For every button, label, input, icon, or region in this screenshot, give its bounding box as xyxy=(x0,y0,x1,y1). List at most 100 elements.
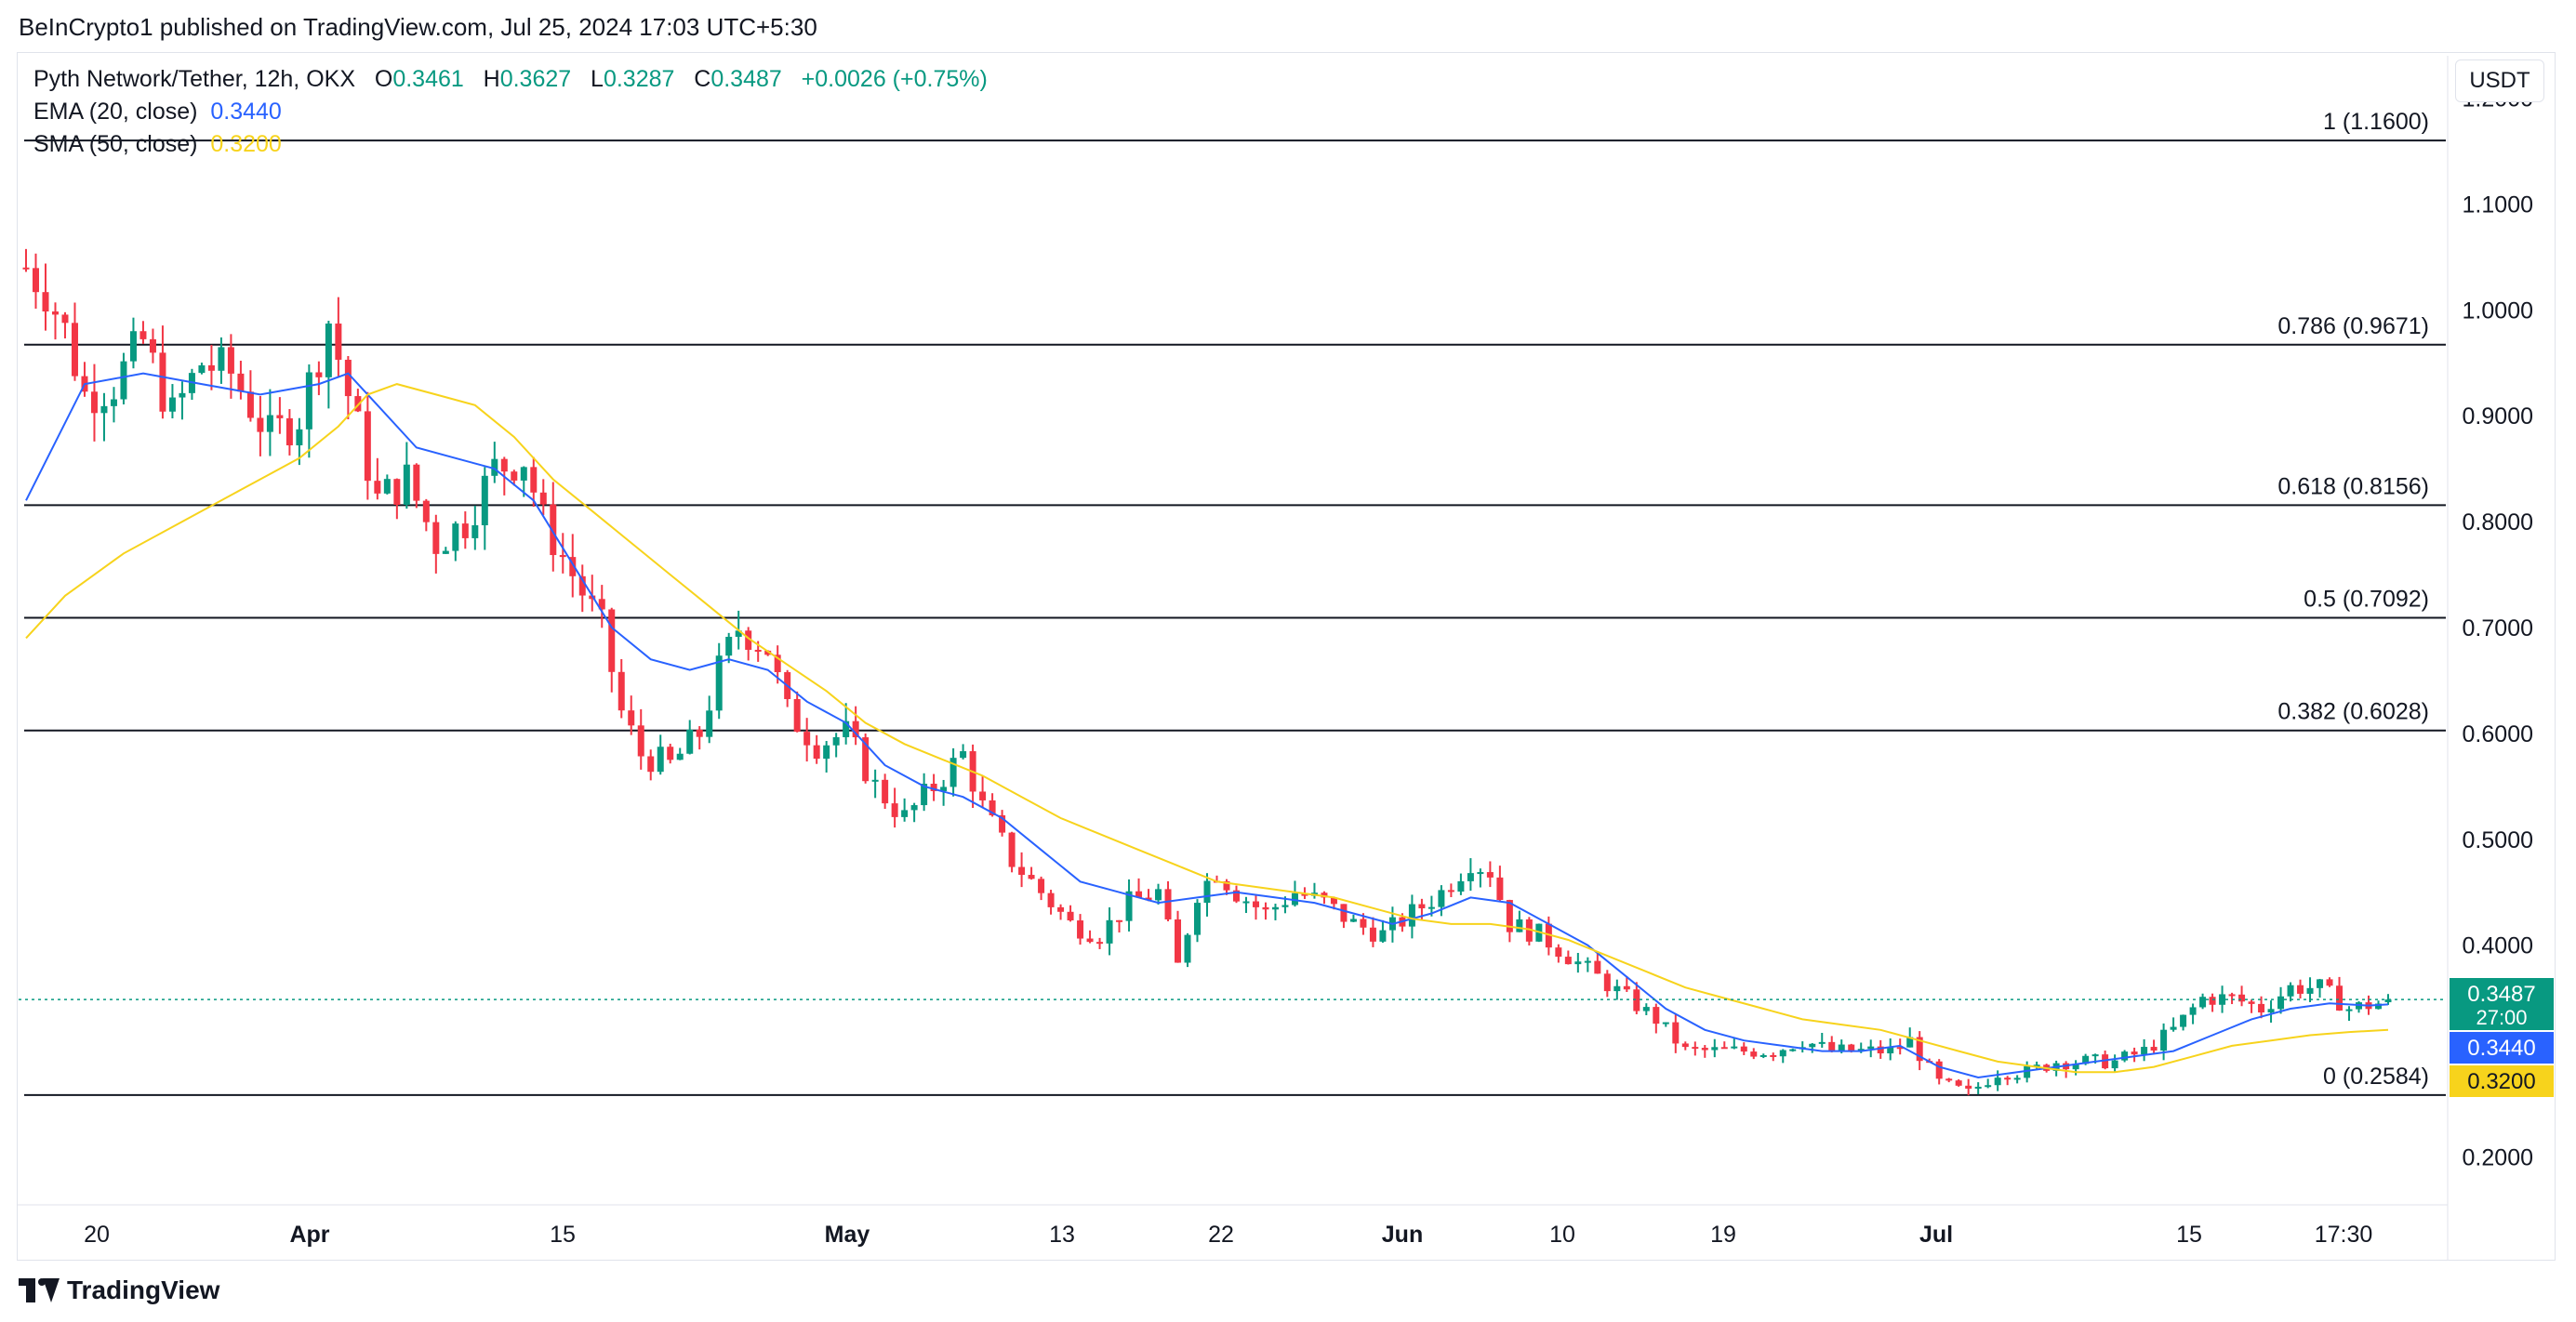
candle-body xyxy=(1672,1022,1680,1044)
candle-body xyxy=(520,467,527,481)
open-label: O xyxy=(374,66,393,92)
legend-symbol-row: Pyth Network/Tether, 12h, OKX O0.3461 H0… xyxy=(33,63,988,96)
candle-body xyxy=(168,397,176,412)
candle-body xyxy=(1506,900,1513,932)
candle-body xyxy=(1681,1043,1689,1048)
candle-body xyxy=(2267,1009,2275,1013)
candle-body xyxy=(1653,1007,1660,1025)
chart-legend: Pyth Network/Tether, 12h, OKX O0.3461 H0… xyxy=(33,63,988,161)
candle-body xyxy=(2209,997,2216,1005)
candle-body xyxy=(1038,879,1045,893)
price-axis-label: 0.3440 xyxy=(2467,1036,2535,1061)
candle-body xyxy=(578,575,586,596)
candle-body xyxy=(149,338,156,353)
candle-body xyxy=(2277,996,2285,1010)
candle-body xyxy=(1701,1048,1708,1051)
y-tick-label: 0.8000 xyxy=(2463,509,2533,535)
candle-body xyxy=(1271,906,1279,910)
y-tick-label: 0.7000 xyxy=(2463,615,2533,641)
x-tick-label: 15 xyxy=(550,1222,576,1248)
candle-body xyxy=(1789,1049,1797,1051)
candle-body xyxy=(960,751,967,759)
candle-body xyxy=(832,736,840,746)
candle-body xyxy=(1175,919,1182,963)
x-tick-label: 19 xyxy=(1710,1222,1736,1248)
symbol-name[interactable]: Pyth Network/Tether, 12h, OKX xyxy=(33,66,355,92)
candle-body xyxy=(2141,1047,2148,1055)
candle-body xyxy=(774,654,781,673)
candle-body xyxy=(637,725,644,757)
candle-body xyxy=(1077,920,1084,939)
tradingview-logo[interactable]: TradingView xyxy=(19,1276,219,1305)
candle-body xyxy=(246,391,254,418)
candle-body xyxy=(539,492,547,505)
candle-body xyxy=(2170,1026,2177,1030)
candle-body xyxy=(500,458,508,472)
candle-body xyxy=(1692,1047,1699,1050)
candle-body xyxy=(1281,905,1289,907)
x-tick-label: 15 xyxy=(2176,1222,2202,1248)
candle-body xyxy=(921,784,928,806)
candle-body xyxy=(1438,890,1445,907)
candle-body xyxy=(1203,880,1211,904)
candle-body xyxy=(364,411,371,482)
candle-body xyxy=(754,649,762,652)
candle-body xyxy=(2082,1055,2090,1064)
fib-level-label: 0.618 (0.8156) xyxy=(2277,473,2429,499)
candle-body xyxy=(2219,994,2226,1005)
change-value: +0.0026 (+0.75%) xyxy=(801,66,988,92)
candle-body xyxy=(1457,880,1465,892)
candle-body xyxy=(1242,901,1250,904)
x-tick-label: May xyxy=(825,1222,870,1248)
candle-body xyxy=(110,399,117,406)
candle-body xyxy=(296,429,303,446)
y-tick-label: 1.0000 xyxy=(2463,297,2533,324)
fib-level-label: 1 (1.1600) xyxy=(2323,109,2429,135)
candle-body xyxy=(2072,1064,2079,1070)
ema-label: EMA (20, close) xyxy=(33,99,198,125)
candle-body xyxy=(1321,892,1328,898)
candle-body xyxy=(1516,919,1523,932)
candle-body xyxy=(793,698,801,733)
candle-body xyxy=(930,784,937,791)
candle-body xyxy=(1818,1041,1826,1044)
x-tick-label: Apr xyxy=(289,1222,329,1248)
candle-body xyxy=(530,467,538,493)
candle-body xyxy=(2287,985,2294,997)
candle-body xyxy=(305,372,312,430)
candle-body xyxy=(1408,904,1415,927)
candle-body xyxy=(1584,960,1591,963)
fib-level-label: 0.786 (0.9671) xyxy=(2277,313,2429,339)
candle-body xyxy=(2297,985,2304,994)
candle-body xyxy=(90,391,98,414)
legend-ema-row[interactable]: EMA (20, close) 0.3440 xyxy=(33,96,988,128)
candle-body xyxy=(1125,891,1133,921)
candle-body xyxy=(383,479,391,494)
y-tick-label: 0.5000 xyxy=(2463,827,2533,853)
candle-body xyxy=(471,524,479,538)
candle-body xyxy=(22,267,30,270)
chart-frame xyxy=(17,52,2556,1261)
candle-body xyxy=(2091,1054,2099,1057)
candle-body xyxy=(1525,919,1533,942)
price-axis-label: 0.3487 xyxy=(2467,982,2535,1007)
candle-body xyxy=(813,745,820,760)
candle-body xyxy=(1623,985,1630,990)
candle-body xyxy=(2180,1014,2187,1027)
candle-body xyxy=(1779,1050,1786,1057)
candle-body xyxy=(2102,1054,2109,1069)
candle-body xyxy=(51,311,59,315)
currency-button[interactable]: USDT xyxy=(2455,59,2544,102)
x-tick-label: 20 xyxy=(84,1222,110,1248)
candle-body xyxy=(100,405,108,414)
candle-body xyxy=(2317,979,2324,988)
candle-body xyxy=(989,800,996,815)
candle-body xyxy=(227,347,234,374)
candle-body xyxy=(2238,994,2246,1002)
candle-body xyxy=(2160,1029,2168,1051)
legend-sma-row[interactable]: SMA (50, close) 0.3200 xyxy=(33,128,988,161)
candle-body xyxy=(1877,1046,1884,1054)
ema-value: 0.3440 xyxy=(210,99,282,125)
candle-body xyxy=(257,417,264,432)
